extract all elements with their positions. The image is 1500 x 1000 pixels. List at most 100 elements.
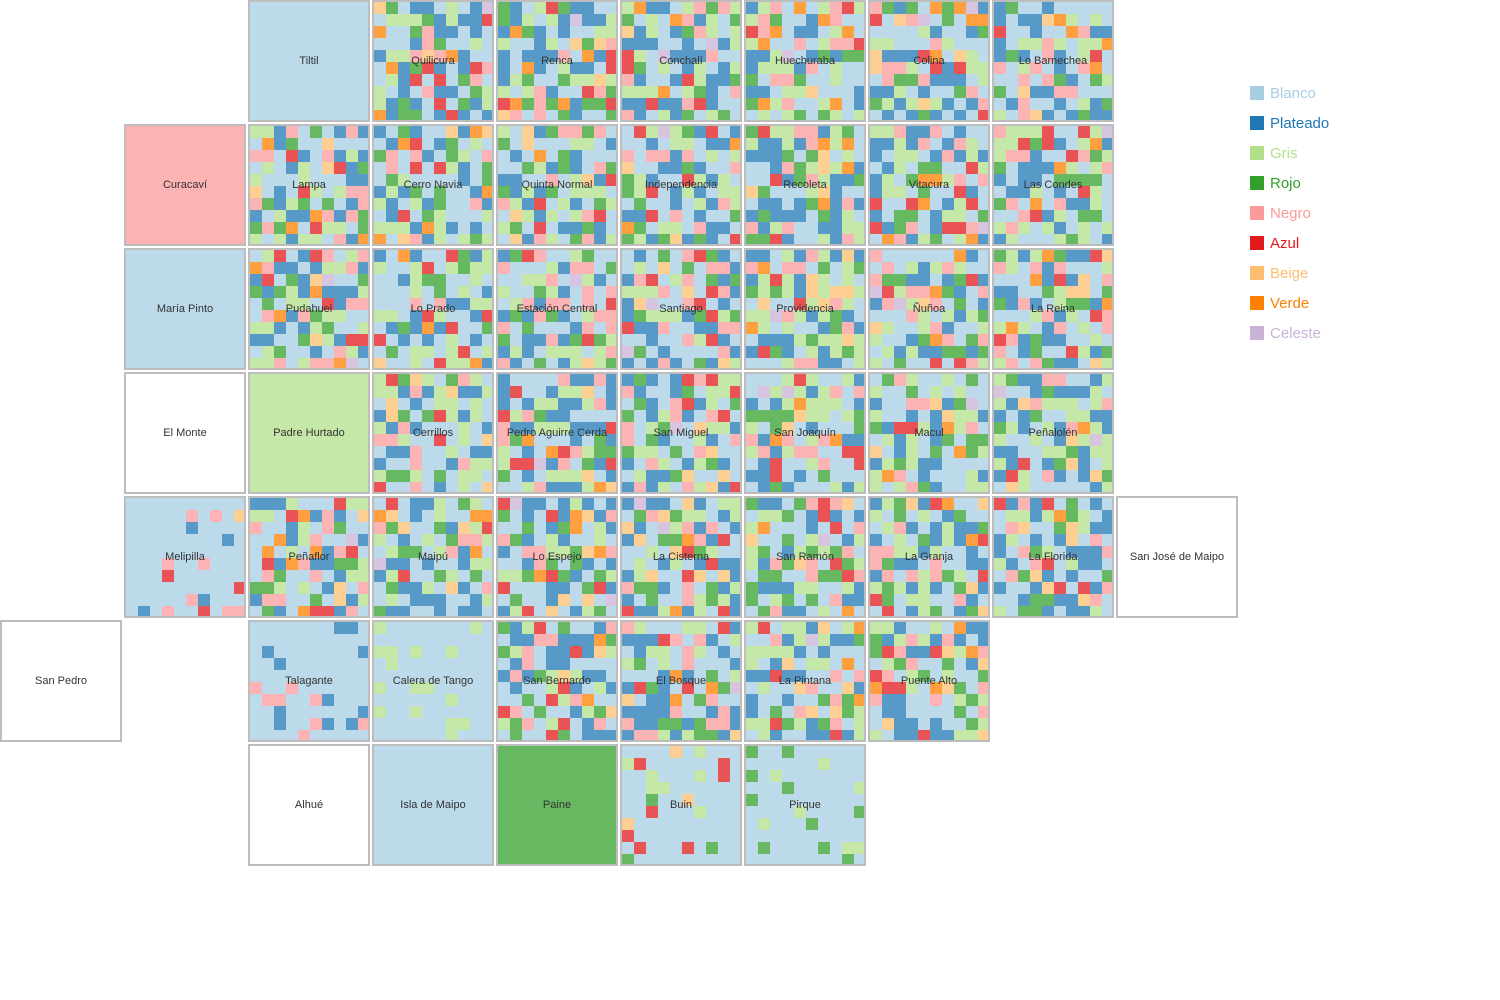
commune-tile[interactable]: Cerrillos [372, 372, 494, 494]
mosaic-cell [622, 26, 634, 38]
commune-tile[interactable]: San Bernardo [496, 620, 618, 742]
mosaic-cell [582, 622, 594, 634]
commune-tile[interactable]: Isla de Maipo [372, 744, 494, 866]
mosaic-cell [622, 374, 634, 386]
commune-tile[interactable]: Peñalolén [992, 372, 1114, 494]
legend-item[interactable]: Gris [1250, 138, 1329, 168]
mosaic-cell [718, 234, 730, 244]
mosaic-cell [1054, 298, 1066, 310]
commune-tile[interactable]: Vitacura [868, 124, 990, 246]
commune-tile[interactable]: San Ramón [744, 496, 866, 618]
commune-tile[interactable]: San Joaquín [744, 372, 866, 494]
mosaic-cell [582, 286, 594, 298]
mosaic-cell [186, 546, 198, 558]
commune-tile[interactable]: Pedro Aguirre Cerda [496, 372, 618, 494]
mosaic-cell [334, 558, 346, 570]
mosaic-cell [894, 62, 906, 74]
commune-tile[interactable]: Macul [868, 372, 990, 494]
mosaic-cell [818, 806, 830, 818]
legend-item[interactable]: Rojo [1250, 168, 1329, 198]
commune-tile[interactable]: Cerro Navia [372, 124, 494, 246]
commune-tile[interactable]: La Pintana [744, 620, 866, 742]
legend-item[interactable]: Verde [1250, 288, 1329, 318]
mosaic-cell [694, 622, 706, 634]
commune-tile[interactable]: Alhué [248, 744, 370, 866]
commune-tile[interactable]: Las Condes [992, 124, 1114, 246]
mosaic-cell [918, 274, 930, 286]
commune-tile[interactable]: San José de Maipo [1116, 496, 1238, 618]
mosaic-cell [918, 286, 930, 298]
commune-tile[interactable]: Buin [620, 744, 742, 866]
commune-tile[interactable]: La Cisterna [620, 496, 742, 618]
mosaic-cell [298, 694, 310, 706]
mosaic-cell [978, 234, 988, 244]
mosaic-cell [1090, 510, 1102, 522]
mosaic-cell [818, 50, 830, 62]
commune-tile[interactable]: Curacaví [124, 124, 246, 246]
legend-item[interactable]: Blanco [1250, 78, 1329, 108]
commune-tile[interactable]: Talagante [248, 620, 370, 742]
mosaic-cell [606, 334, 616, 346]
mosaic-cell [434, 482, 446, 492]
commune-tile[interactable]: Conchalí [620, 0, 742, 122]
commune-tile[interactable]: Recoleta [744, 124, 866, 246]
legend-item[interactable]: Azul [1250, 228, 1329, 258]
commune-tile[interactable]: San Pedro [0, 620, 122, 742]
mosaic-cell [854, 126, 864, 138]
mosaic-cell [978, 250, 988, 262]
commune-tile[interactable]: Puente Alto [868, 620, 990, 742]
mosaic-cell [870, 446, 882, 458]
mosaic-cell [842, 422, 854, 434]
commune-tile[interactable]: Pirque [744, 744, 866, 866]
commune-tile[interactable]: La Reina [992, 248, 1114, 370]
commune-tile[interactable]: Tiltil [248, 0, 370, 122]
commune-tile[interactable]: Paine [496, 744, 618, 866]
commune-tile[interactable]: Estación Central [496, 248, 618, 370]
mosaic-cell [870, 274, 882, 286]
mosaic-cell [322, 730, 334, 740]
mosaic-cell [706, 570, 718, 582]
mosaic-cell [582, 14, 594, 26]
commune-tile[interactable]: Padre Hurtado [248, 372, 370, 494]
commune-tile[interactable]: Providencia [744, 248, 866, 370]
commune-tile[interactable]: Lo Prado [372, 248, 494, 370]
commune-tile[interactable]: Lampa [248, 124, 370, 246]
legend-item[interactable]: Beige [1250, 258, 1329, 288]
commune-tile[interactable]: Pudahuel [248, 248, 370, 370]
commune-tile[interactable]: San Miguel [620, 372, 742, 494]
commune-tile[interactable]: La Granja [868, 496, 990, 618]
commune-tile[interactable]: Huechuraba [744, 0, 866, 122]
commune-tile[interactable]: María Pinto [124, 248, 246, 370]
mosaic-cell [694, 718, 706, 730]
commune-tile[interactable]: Ñuñoa [868, 248, 990, 370]
commune-tile[interactable]: Colina [868, 0, 990, 122]
commune-tile[interactable]: Renca [496, 0, 618, 122]
commune-tile[interactable]: Quinta Normal [496, 124, 618, 246]
mosaic-cell [706, 286, 718, 298]
mosaic-cell [446, 234, 458, 244]
mosaic-cell [522, 286, 534, 298]
mosaic-cell [458, 522, 470, 534]
legend-item[interactable]: Plateado [1250, 108, 1329, 138]
commune-tile[interactable]: Calera de Tango [372, 620, 494, 742]
commune-tile[interactable]: Lo Barnechea [992, 0, 1114, 122]
commune-tile[interactable]: Maipú [372, 496, 494, 618]
mosaic-cell [870, 198, 882, 210]
commune-tile[interactable]: Santiago [620, 248, 742, 370]
mosaic-cell [298, 670, 310, 682]
mosaic-cell [558, 222, 570, 234]
commune-tile[interactable]: Melipilla [124, 496, 246, 618]
commune-tile[interactable]: El Monte [124, 372, 246, 494]
legend-item[interactable]: Celeste [1250, 318, 1329, 348]
mosaic-cell [670, 150, 682, 162]
commune-tile[interactable]: Independencia [620, 124, 742, 246]
legend-item[interactable]: Negro [1250, 198, 1329, 228]
mosaic-cell [906, 410, 918, 422]
mosaic-cell [582, 346, 594, 358]
commune-tile[interactable]: Quilicura [372, 0, 494, 122]
commune-tile[interactable]: El Bosque [620, 620, 742, 742]
commune-tile[interactable]: La Florida [992, 496, 1114, 618]
commune-tile[interactable]: Peñaflor [248, 496, 370, 618]
mosaic-cell [594, 50, 606, 62]
commune-tile[interactable]: Lo Espejo [496, 496, 618, 618]
